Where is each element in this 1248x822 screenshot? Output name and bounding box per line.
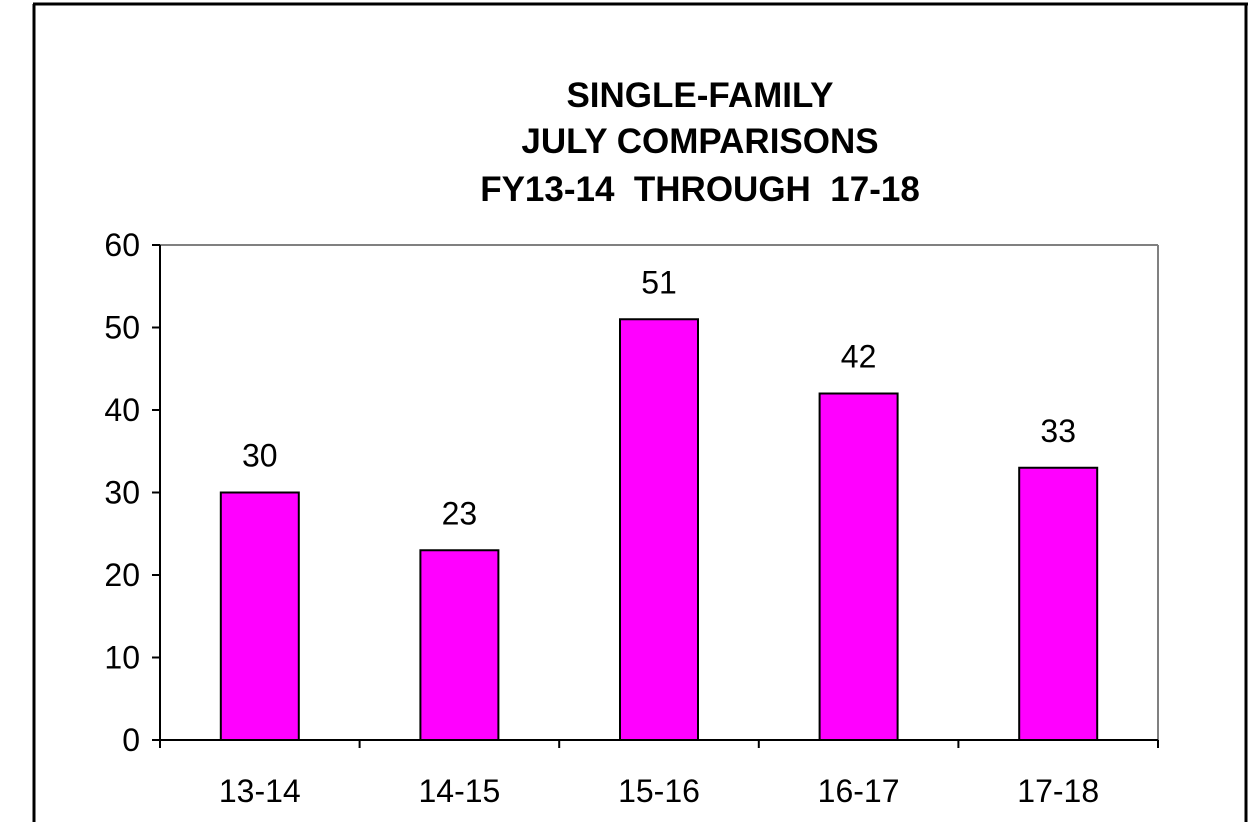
y-tick-label: 40 — [104, 392, 140, 428]
data-label-16-17: 42 — [841, 339, 877, 375]
y-tick-label: 30 — [104, 475, 140, 511]
x-tick-label: 17-18 — [1017, 773, 1099, 809]
data-label-13-14: 30 — [242, 438, 278, 474]
x-tick-label: 16-17 — [818, 773, 900, 809]
x-tick-label: 13-14 — [219, 773, 301, 809]
x-tick-label: 14-15 — [418, 773, 500, 809]
bar-17-18 — [1018, 466, 1099, 741]
bar-13-14 — [219, 491, 300, 741]
y-tick-label: 20 — [104, 557, 140, 593]
chart-title-line-3: FY13-14 THROUGH 17-18 — [480, 170, 920, 209]
x-axis-ticks: 13-14 14-15 15-16 16-17 17-18 — [159, 740, 1159, 809]
bar-15-16 — [619, 318, 699, 741]
chart-title-line-1: SINGLE-FAMILY — [566, 76, 833, 115]
y-tick-label: 10 — [104, 640, 140, 676]
y-tick-label: 0 — [122, 722, 140, 758]
chart-title: SINGLE-FAMILY JULY COMPARISONS FY13-14 T… — [480, 76, 920, 209]
y-tick-label: 50 — [104, 310, 140, 346]
data-label-15-16: 51 — [641, 264, 677, 300]
data-label-14-15: 23 — [442, 495, 478, 531]
y-tick-label: 60 — [104, 227, 140, 263]
data-label-17-18: 33 — [1040, 413, 1076, 449]
bars-group — [219, 318, 1099, 741]
bar-14-15 — [419, 549, 500, 741]
chart-title-line-2: JULY COMPARISONS — [521, 122, 878, 161]
data-labels-group: 30 23 51 42 33 — [242, 264, 1076, 531]
y-axis-ticks: 0 10 20 30 40 50 60 — [104, 227, 160, 758]
x-tick-label: 15-16 — [618, 773, 700, 809]
bar-16-17 — [818, 392, 899, 741]
